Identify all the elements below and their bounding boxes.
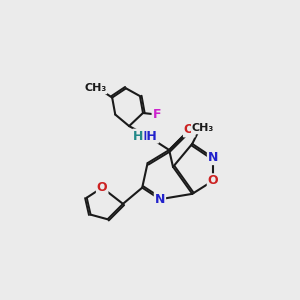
Text: CH₃: CH₃ <box>84 83 106 93</box>
Text: O: O <box>208 174 218 187</box>
Text: NH: NH <box>137 130 158 142</box>
Text: N: N <box>155 193 165 206</box>
Text: O: O <box>97 181 107 194</box>
Text: F: F <box>153 108 161 121</box>
Text: H: H <box>133 130 143 142</box>
Text: N: N <box>208 151 218 164</box>
Text: CH₃: CH₃ <box>192 123 214 134</box>
Text: O: O <box>184 123 194 136</box>
